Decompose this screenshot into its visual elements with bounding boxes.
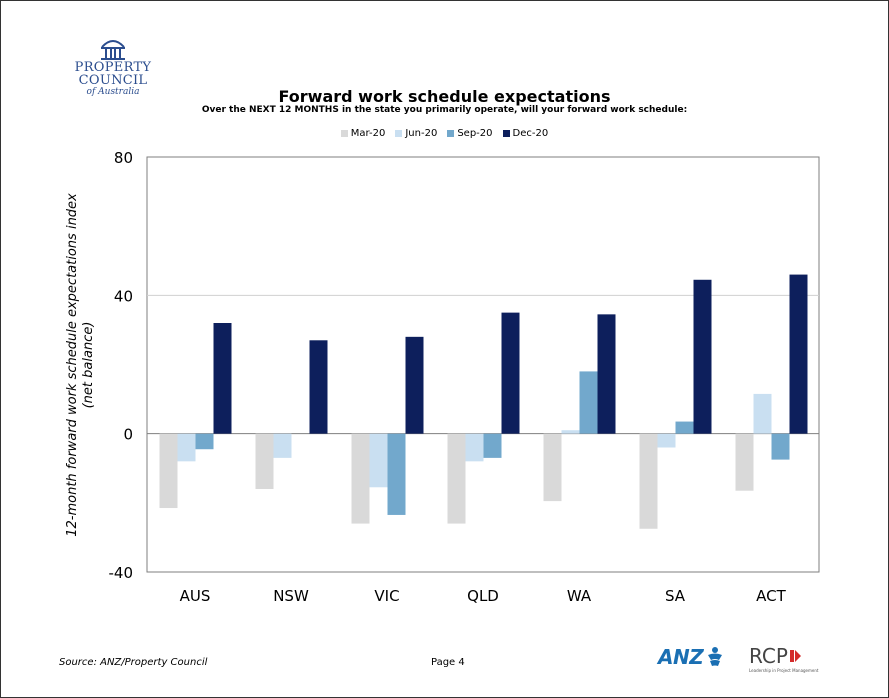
bar-jun-20-wa [561, 430, 580, 434]
rcp-logo-text: RCP [749, 644, 788, 668]
bar-mar-20-aus [159, 433, 178, 509]
chart-title: Forward work schedule expectations [278, 87, 611, 106]
logo-line-property: PROPERTY [74, 60, 152, 75]
rcp-tagline: Leadership in Project Management [749, 668, 819, 673]
x-tick-label: NSW [273, 587, 309, 605]
bar-dec-20-vic [405, 336, 424, 434]
bar-dec-20-wa [597, 314, 616, 434]
bar-jun-20-vic [369, 433, 388, 488]
legend-swatch [395, 130, 403, 137]
chart-legend: Mar-20 Jun-20 Sep-20 Dec-20 [1, 128, 888, 139]
rcp-logo: RCP Leadership in Project Management [749, 644, 818, 673]
legend-label: Jun-20 [405, 128, 438, 139]
legend-swatch [340, 130, 348, 137]
rcp-arrow-icon [789, 650, 801, 662]
x-tick-label: QLD [467, 587, 499, 605]
anz-people-icon [708, 647, 723, 666]
legend-item: Sep-20 [447, 128, 493, 139]
y-tick-label: 80 [114, 149, 133, 167]
legend-item: Dec-20 [502, 128, 549, 139]
logo-line-australia: of Australia [86, 87, 140, 97]
bar-dec-20-sa [693, 279, 712, 434]
bar-dec-20-aus [213, 323, 232, 434]
bar-jun-20-nsw [273, 433, 292, 458]
x-tick-label: SA [665, 587, 686, 605]
bar-jun-20-act [753, 393, 772, 434]
bar-sep-20-vic [387, 433, 406, 515]
source-note: Source: ANZ/Property Council [59, 657, 208, 668]
legend-label: Dec-20 [512, 128, 549, 139]
legend-swatch [447, 130, 455, 137]
y-axis-label: 12-month forward work schedule expectati… [65, 193, 96, 537]
x-tick-label: ACT [756, 587, 786, 605]
x-tick-label: WA [567, 587, 592, 605]
page-number: Page 4 [431, 657, 465, 668]
legend-label: Mar-20 [350, 128, 386, 139]
legend-item: Jun-20 [395, 128, 437, 139]
bar-sep-20-qld [483, 433, 502, 458]
x-tick-label: VIC [374, 587, 399, 605]
legend-swatch [502, 130, 510, 137]
bar-jun-20-aus [177, 433, 196, 462]
y-tick-label: -40 [109, 564, 134, 582]
chart-subtitle: Over the NEXT 12 MONTHS in the state you… [201, 105, 688, 115]
y-tick-label: 0 [123, 426, 133, 444]
bar-chart: 12-month forward work schedule expectati… [65, 149, 820, 605]
plot-area [146, 156, 820, 573]
building-icon [101, 40, 125, 60]
bar-mar-20-act [735, 433, 754, 491]
y-tick-label: 40 [114, 287, 133, 305]
bar-mar-20-qld [447, 433, 466, 524]
anz-logo: ANZ [658, 645, 725, 669]
y-axis-label-line2: (net balance) [81, 322, 96, 409]
bar-mar-20-wa [543, 433, 562, 502]
anz-logo-text: ANZ [658, 645, 704, 669]
bar-dec-20-act [789, 274, 808, 434]
bar-sep-20-act [771, 433, 790, 460]
bar-mar-20-vic [351, 433, 370, 524]
bar-jun-20-sa [657, 433, 676, 448]
logo-line-council: COUNCIL [78, 73, 148, 88]
bar-sep-20-aus [195, 433, 214, 450]
bar-jun-20-qld [465, 433, 484, 462]
bar-dec-20-nsw [309, 340, 328, 434]
bar-sep-20-wa [579, 371, 598, 434]
x-tick-label: AUS [180, 587, 211, 605]
property-council-logo: PROPERTY COUNCIL of Australia [65, 37, 161, 107]
legend-label: Sep-20 [457, 128, 493, 139]
bar-dec-20-qld [501, 312, 520, 434]
y-axis-label-line1: 12-month forward work schedule expectati… [65, 193, 80, 537]
bar-mar-20-nsw [255, 433, 274, 489]
bar-sep-20-sa [675, 421, 694, 434]
bar-mar-20-sa [639, 433, 658, 529]
legend-item: Mar-20 [340, 128, 386, 139]
